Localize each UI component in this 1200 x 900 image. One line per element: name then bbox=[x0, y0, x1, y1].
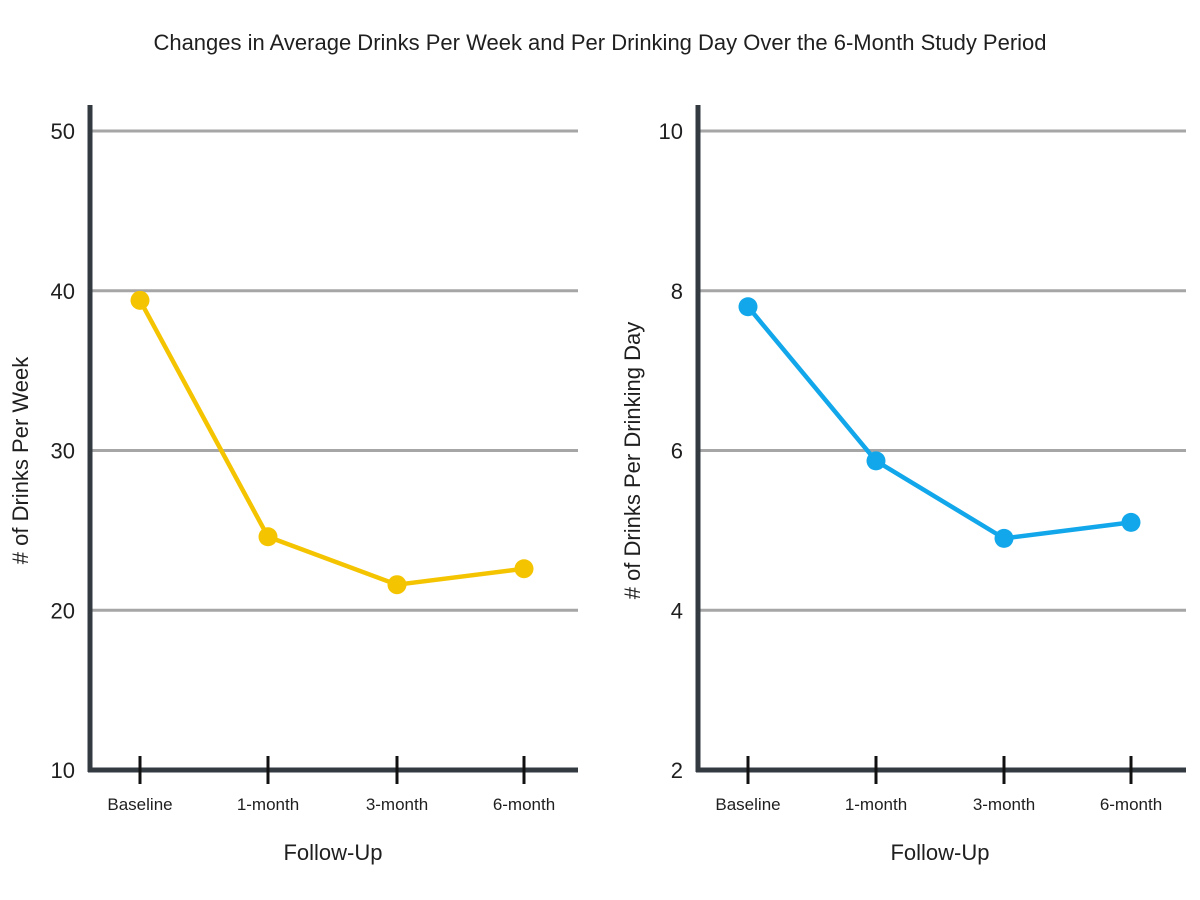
left-y-tick-label: 20 bbox=[51, 598, 75, 623]
right-y-axis-title: # of Drinks Per Drinking Day bbox=[620, 322, 645, 600]
right-series-line bbox=[746, 305, 1132, 541]
right-x-tick-label: Baseline bbox=[715, 795, 780, 814]
left-x-axis-title: Follow-Up bbox=[283, 840, 382, 865]
left-data-point bbox=[514, 559, 534, 579]
right-y-tick-label: 10 bbox=[659, 119, 683, 144]
left-data-point bbox=[130, 290, 150, 310]
right-y-tick-label: 4 bbox=[671, 598, 683, 623]
chart-title: Changes in Average Drinks Per Week and P… bbox=[153, 30, 1047, 55]
right-data-point bbox=[1121, 512, 1141, 532]
left-x-tick-label: 3-month bbox=[366, 795, 428, 814]
right-data-point bbox=[994, 528, 1014, 548]
right-data-point bbox=[738, 297, 758, 317]
right-y-tick-label: 2 bbox=[671, 758, 683, 783]
right-y-tick-label: 8 bbox=[671, 279, 683, 304]
left-chart: 10 20 30 40 50 Baseline 1-month 3-month 6-month F… bbox=[8, 105, 578, 865]
left-x-tick-label: Baseline bbox=[107, 795, 172, 814]
left-y-axis-title: # of Drinks Per Week bbox=[8, 356, 33, 564]
left-series-line bbox=[138, 299, 525, 587]
left-data-point bbox=[387, 575, 407, 595]
left-x-tick-label: 6-month bbox=[493, 795, 555, 814]
left-x-tick-label: 1-month bbox=[237, 795, 299, 814]
right-chart: 2 4 6 8 10 Baseline 1-month 3-month 6-month Follo… bbox=[620, 105, 1186, 865]
right-x-axis-title: Follow-Up bbox=[890, 840, 989, 865]
left-y-tick-label: 40 bbox=[51, 279, 75, 304]
right-y-tick-label: 6 bbox=[671, 439, 683, 464]
left-y-tick-label: 10 bbox=[51, 758, 75, 783]
right-x-tick-label: 6-month bbox=[1100, 795, 1162, 814]
left-data-point bbox=[258, 527, 278, 547]
right-data-point bbox=[866, 451, 886, 471]
left-y-tick-label: 30 bbox=[51, 439, 75, 464]
right-x-tick-label: 1-month bbox=[845, 795, 907, 814]
right-x-tick-label: 3-month bbox=[973, 795, 1035, 814]
left-y-tick-label: 50 bbox=[51, 119, 75, 144]
